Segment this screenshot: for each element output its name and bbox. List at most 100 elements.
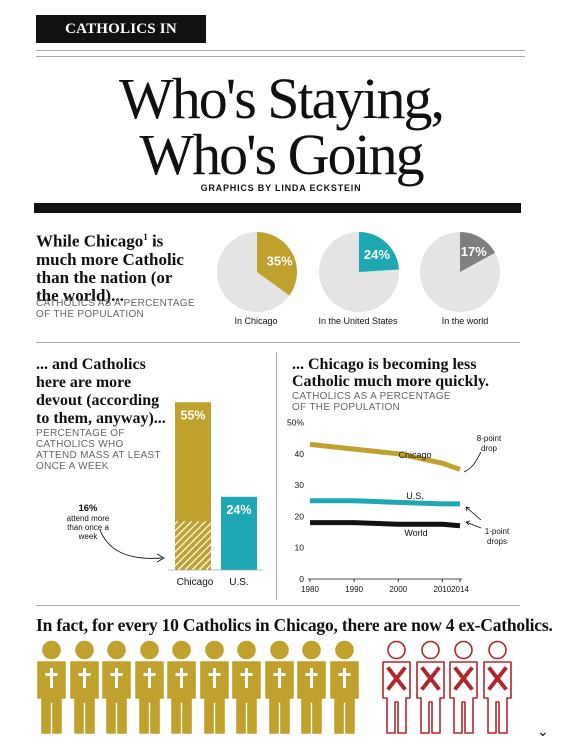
series-label: Chicago (398, 450, 431, 460)
figure-body (482, 661, 512, 734)
note-line: 1-point (484, 527, 510, 536)
catholic-figure-icon (297, 640, 326, 734)
caption-line: CATHOLICS AS A PERCENTAGE (36, 298, 195, 309)
cross-horizontal (45, 673, 58, 676)
catholic-figure-icon (167, 640, 196, 734)
series-line (310, 498, 460, 507)
figure-head (487, 640, 507, 660)
figure-head (139, 640, 159, 660)
series-line (309, 441, 461, 472)
figure-body (37, 661, 66, 734)
section3-caption: CATHOLICS AS A PERCENTAGE OF THE POPULAT… (292, 391, 451, 413)
ex-catholic-figure-icon (415, 640, 445, 734)
note-8-point: 8-point drop (474, 434, 504, 454)
hatch-line (175, 521, 207, 553)
figure-head (269, 640, 289, 660)
credit: GRAPHICS BY LINDA ECKSTEIN (200, 183, 362, 193)
series-label: World (404, 528, 427, 538)
cross-horizontal (143, 673, 155, 676)
note-1-point: 1-point drops (482, 527, 512, 547)
top-rule-1 (36, 50, 525, 51)
series-line (310, 520, 461, 529)
footnote-marker: 1 (143, 232, 148, 242)
y-tick-label: 10 (295, 543, 305, 553)
y-tick-label: 20 (295, 511, 305, 521)
series-label: U.S. (406, 491, 424, 501)
section3-headline: ... Chicago is becoming less Catholic mu… (292, 356, 532, 390)
pie-value-label: 35% (267, 253, 293, 268)
figure-body (199, 661, 229, 734)
note-arrowhead (156, 553, 165, 563)
figure-body (102, 661, 131, 734)
figure-body (69, 661, 99, 734)
figure-head (302, 640, 321, 660)
hatch-line (191, 550, 211, 570)
headline-line: ... Chicago is becoming less (292, 356, 477, 373)
headline-line: Catholic much more quickly. (292, 373, 490, 390)
y-tick-label: 30 (295, 480, 305, 490)
cross-vertical (277, 668, 281, 688)
hatch-line (175, 521, 179, 525)
headline-part: While Chicago (36, 231, 144, 251)
headline-line: devout (according (36, 392, 160, 409)
pie-slice (460, 232, 496, 272)
bar-value-label: 55% (180, 408, 205, 422)
headline-line: here are more (36, 374, 132, 391)
y-tick-label: 50% (287, 418, 304, 428)
bar-value-label: 24% (226, 503, 251, 517)
caption-line: CATHOLICS WHO (36, 439, 124, 450)
headline-line: than the nation (or (36, 267, 173, 287)
cross-vertical (212, 668, 216, 688)
x-mark (486, 666, 508, 691)
cross-horizontal (175, 673, 188, 676)
figure-body (297, 661, 326, 734)
chevron-down-icon[interactable]: ⌄ (537, 723, 549, 739)
bar-category-label: Chicago (177, 577, 214, 588)
pie-label-chicago: In Chicago (234, 316, 278, 326)
section-rule (36, 342, 520, 343)
catholic-figure-icon (102, 640, 131, 734)
hatch-line (175, 522, 211, 560)
figure-head (387, 640, 406, 660)
figure-body (329, 661, 359, 734)
x-tick-label: 2010 (433, 585, 451, 594)
thick-rule (34, 203, 521, 213)
x-mark (386, 666, 407, 691)
section1-headline: While Chicago1 is much more Catholic tha… (36, 228, 216, 305)
bottom-rule (36, 605, 520, 606)
cross-vertical (180, 668, 183, 688)
cross-vertical (310, 668, 313, 688)
cross-vertical (245, 668, 248, 688)
pie-value-label: 17% (461, 244, 487, 259)
bar (221, 496, 257, 570)
section1-caption: CATHOLICS AS A PERCENTAGE OF THE POPULAT… (36, 298, 195, 320)
catholic-figure-icon (329, 640, 359, 734)
figure-body (415, 661, 445, 734)
x-tick-label: 2014 (451, 585, 469, 594)
figure-head (204, 640, 224, 660)
cross-horizontal (240, 673, 253, 676)
figure-head (454, 640, 473, 660)
annotation-arrow (463, 451, 482, 473)
figure-body (134, 661, 164, 734)
cross-vertical (82, 668, 86, 688)
pie-label-us: In the United States (318, 316, 398, 326)
catholic-figure-icon (69, 640, 99, 734)
headline-line: to them, anyway)... (36, 410, 166, 427)
section-tag: CATHOLICS IN CHICAGO (36, 15, 206, 65)
note-pct: 16% (78, 503, 98, 514)
figure-body (382, 661, 411, 734)
caption-line: ONCE A WEEK (36, 461, 109, 472)
column-divider (276, 352, 277, 600)
figure-head (74, 640, 94, 660)
attendance-note: 16% attend more than once a week (58, 503, 118, 541)
note-line: drop (480, 444, 497, 453)
catholic-figure-icon (199, 640, 229, 734)
catholic-figure-icon (134, 640, 164, 734)
title-line-1: Who's Staying, (119, 66, 445, 131)
ex-catholic-figure-icon (449, 640, 478, 734)
bar-sub-hatch (175, 521, 211, 570)
figure-head (42, 640, 61, 660)
pie-value-label: 24% (364, 247, 390, 262)
hatch-lines (175, 521, 211, 570)
